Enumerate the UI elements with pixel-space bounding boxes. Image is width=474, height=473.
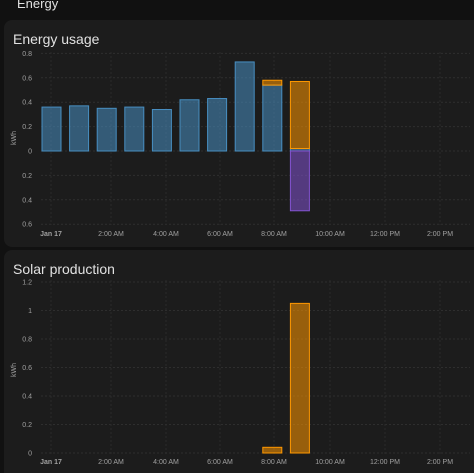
usage-x-tick-label: 10:00 AM <box>315 231 345 238</box>
usage-y-tick-label: 0.6 <box>22 222 32 229</box>
usage-y-tick-label: 0.4 <box>22 100 32 107</box>
solar-x-tick-label: 10:00 AM <box>315 459 345 466</box>
solar-x-tick-label: Jan 17 <box>40 459 62 466</box>
usage-x-tick-label: 8:00 AM <box>261 231 287 238</box>
solar-x-tick-label: 12:00 PM <box>370 459 400 466</box>
usage-x-tick-label: 2:00 AM <box>98 231 124 238</box>
usage-x-tick-label: 4:00 AM <box>153 231 179 238</box>
solar-production-chart: 1.2 1 0.8 0.6 0.4 0.2 0 kWh Jan 17 2:00 AM 4:00 AM… <box>11 280 470 466</box>
solar-production-title: Solar production <box>13 261 115 277</box>
usage-x-tick-label: Jan 17 <box>40 231 62 238</box>
solar-bar <box>262 446 283 454</box>
usage-bar <box>262 84 283 152</box>
solar-y-tick-label: 1 <box>28 308 32 315</box>
solar-bar <box>289 302 310 454</box>
usage-bar <box>207 98 228 152</box>
usage-bar <box>262 79 283 86</box>
solar-x-tick-label: 2:00 PM <box>427 459 453 466</box>
solar-x-tick-label: 8:00 AM <box>261 459 287 466</box>
page-title: Energy <box>17 0 59 11</box>
solar-y-tick-label: 0.6 <box>22 365 32 372</box>
usage-y-tick-label: 0.2 <box>22 124 32 131</box>
energy-usage-chart: 0.8 0.6 0.4 0.2 0 0.2 0.4 0.6 kWh Jan 17 2:00 AM 4:… <box>11 51 470 238</box>
usage-bar <box>41 106 62 152</box>
usage-bar <box>151 109 172 152</box>
solar-y-axis-label: kWh <box>11 363 18 377</box>
usage-y-tick-label: 0.2 <box>22 173 32 180</box>
usage-bar <box>69 105 90 152</box>
usage-y-axis-label: kWh <box>11 131 18 145</box>
solar-y-tick-label: 0.4 <box>22 394 32 401</box>
energy-usage-title: Energy usage <box>13 31 100 47</box>
solar-x-tick-label: 2:00 AM <box>98 459 124 466</box>
solar-x-tick-label: 4:00 AM <box>153 459 179 466</box>
usage-x-tick-label: 6:00 AM <box>207 231 233 238</box>
solar-production-card: Solar production 1.2 1 0.8 0.6 0.4 0.2 0 kWh Jan… <box>4 250 474 473</box>
solar-y-tick-label: 0 <box>28 451 32 458</box>
usage-x-tick-label: 12:00 PM <box>370 231 400 238</box>
usage-y-tick-label: 0.8 <box>22 51 32 58</box>
solar-y-tick-label: 0.8 <box>22 337 32 344</box>
usage-y-tick-label: 0 <box>28 149 32 156</box>
usage-bar <box>124 106 145 152</box>
solar-y-tick-label: 0.2 <box>22 422 32 429</box>
usage-bar <box>96 107 117 152</box>
usage-bar <box>234 61 255 152</box>
usage-x-tick-label: 2:00 PM <box>427 231 453 238</box>
usage-bar <box>289 150 310 212</box>
usage-bar <box>179 99 200 152</box>
energy-usage-card: Energy usage 0.8 0.6 0.4 0.2 0 0.2 0.4 0.6 kWh Ja… <box>4 20 474 247</box>
usage-y-tick-label: 0.4 <box>22 197 32 204</box>
usage-bar <box>289 80 310 150</box>
usage-y-tick-label: 0.6 <box>22 75 32 82</box>
solar-x-tick-label: 6:00 AM <box>207 459 233 466</box>
solar-y-tick-label: 1.2 <box>22 280 32 287</box>
